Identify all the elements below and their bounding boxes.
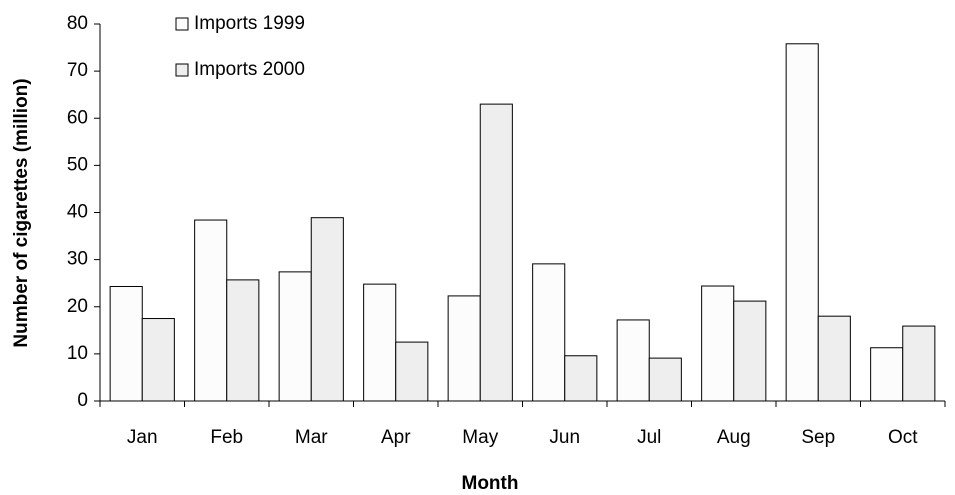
bar [870, 347, 904, 402]
legend-swatch [175, 17, 189, 31]
x-tick-label: Oct [888, 427, 918, 448]
y-tick-label: 60 [67, 107, 88, 128]
bar [447, 295, 481, 402]
bar [109, 285, 143, 402]
x-tick-label: Feb [210, 427, 243, 448]
legend-swatch [175, 63, 189, 77]
y-tick-label: 50 [67, 154, 88, 175]
bar [532, 263, 566, 402]
bar [395, 341, 429, 402]
bar [902, 325, 936, 402]
bar [141, 318, 175, 402]
bar [785, 43, 819, 402]
x-tick-label: Jun [549, 427, 580, 448]
legend-label: Imports 1999 [194, 13, 305, 34]
y-tick-label: 10 [67, 343, 88, 364]
bar [278, 271, 312, 402]
bar [817, 315, 851, 402]
bar [616, 319, 650, 402]
bar [363, 283, 397, 402]
x-tick-label: Apr [381, 427, 411, 448]
bar [733, 300, 767, 402]
legend-label: Imports 2000 [194, 59, 305, 80]
x-tick-label: Mar [295, 427, 328, 448]
x-tick-label: Jul [637, 427, 661, 448]
x-tick-label: Sep [801, 427, 835, 448]
bar [194, 219, 228, 402]
y-tick-label: 70 [67, 60, 88, 81]
x-tick-label: Jan [127, 427, 158, 448]
y-tick-label: 40 [67, 202, 88, 223]
bar [479, 103, 513, 402]
y-tick-label: 0 [77, 390, 88, 411]
x-tick-label: May [462, 427, 498, 448]
bar [310, 217, 344, 402]
x-axis-title: Month [462, 473, 519, 494]
y-axis-title: Number of cigarettes (million) [11, 78, 32, 347]
bar [564, 355, 598, 402]
y-tick-label: 80 [67, 13, 88, 34]
bar [701, 285, 735, 402]
y-tick-label: 30 [67, 249, 88, 270]
x-tick-label: Aug [717, 427, 751, 448]
bar [226, 279, 260, 402]
bar [648, 357, 682, 402]
y-tick-label: 20 [67, 296, 88, 317]
